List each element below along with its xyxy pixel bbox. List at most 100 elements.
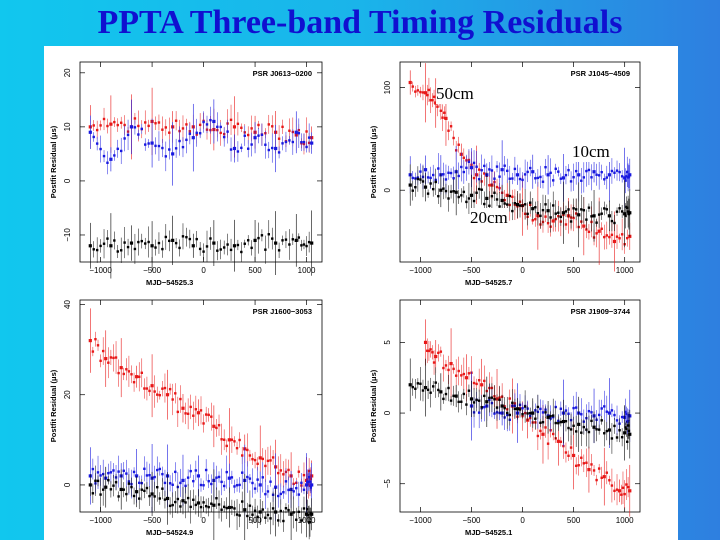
data-point-50cm: [477, 168, 481, 171]
data-point-50cm: [441, 116, 444, 119]
data-point-50cm: [577, 464, 580, 467]
data-point-50cm: [431, 351, 434, 354]
data-point-20cm: [518, 408, 522, 411]
data-point-50cm: [419, 90, 422, 94]
data-point-20cm: [490, 396, 494, 399]
data-point-10cm: [238, 483, 241, 487]
data-point-20cm: [447, 197, 450, 200]
x-tick-label: 0: [201, 266, 206, 275]
data-point-20cm: [574, 430, 578, 433]
data-point-50cm: [256, 462, 259, 466]
x-tick-label: −500: [462, 516, 481, 525]
data-point-20cm: [284, 238, 288, 241]
y-tick-label: 10: [63, 122, 72, 131]
data-point-10cm: [544, 165, 547, 169]
data-point-20cm: [585, 218, 588, 221]
data-point-50cm: [168, 131, 171, 134]
data-point-20cm: [529, 411, 532, 415]
data-point-50cm: [567, 454, 570, 457]
x-tick-label: 1000: [616, 266, 634, 275]
data-point-20cm: [595, 428, 598, 431]
data-point-20cm: [529, 201, 532, 204]
data-point-10cm: [219, 125, 222, 129]
data-point-20cm: [202, 501, 205, 504]
data-point-50cm: [452, 136, 455, 140]
data-point-10cm: [295, 486, 298, 490]
data-point-10cm: [161, 146, 164, 150]
data-point-20cm: [603, 207, 606, 210]
x-axis-label: MJD−54524.9: [146, 528, 193, 537]
y-tick-label: −10: [63, 228, 72, 242]
data-point-10cm: [292, 490, 295, 493]
data-point-20cm: [109, 244, 113, 248]
data-point-10cm: [284, 480, 288, 483]
data-point-10cm: [465, 166, 468, 170]
data-point-20cm: [305, 244, 308, 248]
data-point-10cm: [302, 488, 306, 491]
data-point-50cm: [157, 121, 161, 124]
data-point-50cm: [564, 223, 568, 226]
data-point-50cm: [603, 235, 606, 239]
x-tick-label: 500: [567, 516, 581, 525]
data-point-50cm: [225, 444, 228, 448]
data-point-50cm: [271, 456, 275, 459]
data-point-10cm: [549, 171, 552, 175]
data-point-20cm: [477, 399, 481, 402]
data-point-20cm: [168, 504, 172, 508]
data-point-10cm: [595, 173, 598, 176]
data-point-50cm: [95, 128, 99, 132]
data-point-10cm: [442, 173, 445, 176]
data-point-50cm: [204, 413, 208, 416]
data-point-50cm: [628, 489, 632, 493]
data-point-10cm: [419, 170, 422, 173]
data-point-10cm: [171, 483, 174, 486]
data-point-10cm: [227, 476, 231, 480]
data-point-50cm: [426, 349, 429, 352]
data-point-10cm: [580, 413, 583, 416]
data-point-50cm: [101, 349, 105, 353]
data-point-20cm: [202, 250, 205, 253]
data-point-10cm: [161, 472, 164, 476]
data-point-20cm: [240, 250, 243, 254]
data-point-10cm: [232, 146, 237, 151]
data-point-10cm: [526, 170, 529, 174]
data-point-50cm: [587, 230, 591, 234]
data-point-20cm: [198, 247, 202, 251]
data-point-10cm: [574, 406, 578, 409]
data-point-20cm: [163, 498, 167, 501]
data-point-20cm: [582, 209, 586, 212]
data-point-20cm: [613, 424, 616, 428]
data-point-20cm: [498, 398, 501, 402]
data-point-20cm: [469, 193, 474, 197]
data-point-50cm: [462, 372, 466, 376]
data-point-50cm: [475, 382, 478, 386]
y-tick-label: 0: [383, 410, 392, 415]
data-point-20cm: [625, 427, 628, 431]
label-50cm: 50cm: [436, 84, 474, 104]
data-point-50cm: [472, 381, 476, 385]
data-point-50cm: [240, 126, 243, 129]
data-point-50cm: [477, 379, 481, 382]
data-point-20cm: [289, 512, 293, 516]
data-point-20cm: [437, 194, 440, 198]
data-point-20cm: [243, 508, 247, 512]
data-point-10cm: [488, 168, 491, 171]
data-point-20cm: [171, 503, 174, 507]
data-point-50cm: [186, 412, 190, 415]
data-point-50cm: [615, 488, 619, 491]
data-point-20cm: [421, 389, 425, 392]
data-point-50cm: [277, 471, 280, 475]
data-point-20cm: [620, 210, 624, 213]
data-point-20cm: [88, 244, 92, 248]
data-point-20cm: [574, 208, 578, 211]
data-point-20cm: [544, 203, 547, 206]
data-point-10cm: [248, 477, 252, 480]
data-point-20cm: [592, 425, 596, 429]
data-point-20cm: [209, 237, 212, 240]
data-point-50cm: [165, 393, 170, 397]
data-point-20cm: [469, 397, 474, 401]
data-point-20cm: [279, 509, 283, 513]
data-point-20cm: [232, 244, 237, 248]
data-point-10cm: [261, 476, 264, 479]
data-point-50cm: [109, 122, 113, 126]
